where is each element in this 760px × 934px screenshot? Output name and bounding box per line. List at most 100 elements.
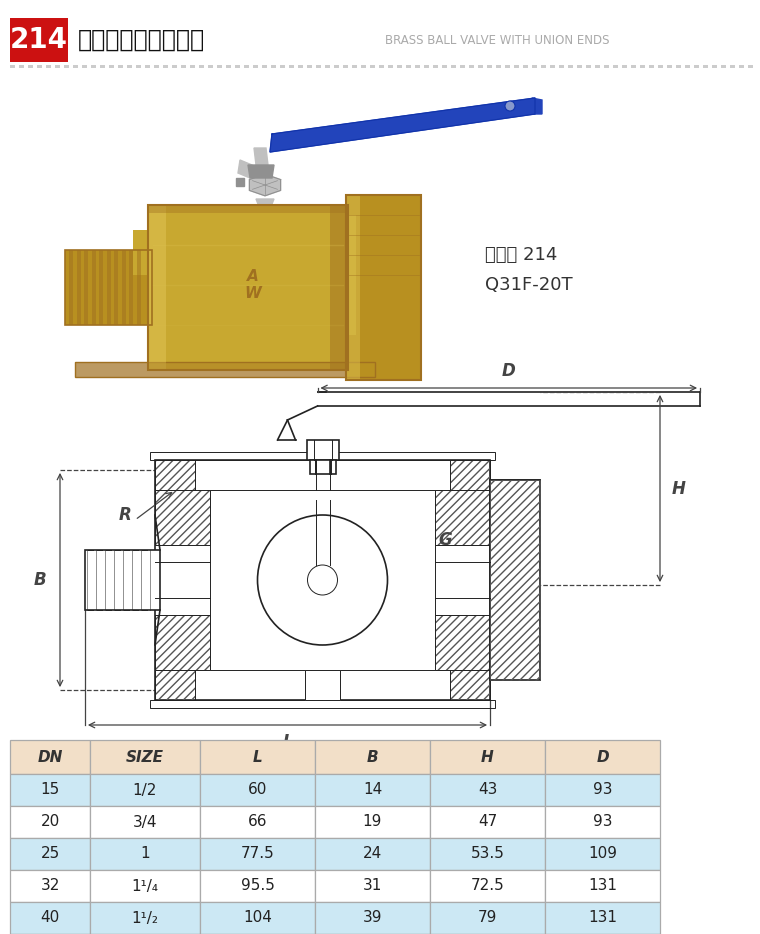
Text: A
W: A W bbox=[245, 269, 261, 301]
Bar bbox=[430, 870, 545, 902]
Bar bbox=[91, 250, 96, 325]
Circle shape bbox=[258, 515, 388, 645]
Bar bbox=[90, 870, 200, 902]
Bar bbox=[388, 64, 392, 68]
Bar bbox=[271, 64, 275, 68]
Bar bbox=[334, 64, 338, 68]
Bar bbox=[226, 64, 230, 68]
Text: 39: 39 bbox=[363, 911, 382, 926]
Bar bbox=[10, 902, 90, 934]
Bar bbox=[148, 205, 348, 370]
Bar bbox=[136, 64, 141, 68]
Bar bbox=[348, 215, 356, 335]
Bar bbox=[667, 64, 672, 68]
Bar bbox=[46, 64, 50, 68]
Bar bbox=[65, 250, 152, 325]
Polygon shape bbox=[256, 199, 274, 204]
Bar bbox=[424, 64, 429, 68]
Bar bbox=[435, 615, 490, 670]
Bar bbox=[127, 64, 131, 68]
Bar bbox=[155, 490, 210, 545]
Bar bbox=[155, 615, 210, 670]
Bar bbox=[490, 480, 540, 680]
Bar bbox=[748, 64, 752, 68]
Text: 66: 66 bbox=[248, 814, 268, 829]
Bar bbox=[298, 64, 302, 68]
Text: 95.5: 95.5 bbox=[241, 879, 274, 894]
Bar bbox=[155, 670, 195, 700]
Bar bbox=[586, 64, 591, 68]
Bar bbox=[190, 64, 195, 68]
Bar bbox=[649, 64, 654, 68]
Bar bbox=[469, 64, 473, 68]
Bar bbox=[122, 250, 125, 325]
Bar bbox=[595, 64, 600, 68]
Bar bbox=[676, 64, 680, 68]
Text: 104: 104 bbox=[243, 911, 272, 926]
Bar bbox=[430, 806, 545, 838]
Bar bbox=[154, 64, 159, 68]
Polygon shape bbox=[236, 178, 244, 186]
Bar bbox=[352, 64, 356, 68]
Bar bbox=[559, 64, 563, 68]
Bar bbox=[200, 902, 315, 934]
Bar bbox=[640, 64, 644, 68]
Bar bbox=[450, 460, 490, 490]
Bar bbox=[730, 64, 734, 68]
Bar bbox=[703, 64, 708, 68]
Text: SIZE: SIZE bbox=[126, 749, 164, 765]
Text: 131: 131 bbox=[588, 879, 617, 894]
Bar bbox=[406, 64, 410, 68]
Bar bbox=[10, 774, 90, 806]
Bar bbox=[435, 490, 490, 545]
Text: 109: 109 bbox=[588, 846, 617, 861]
Text: 79: 79 bbox=[478, 911, 497, 926]
Bar bbox=[739, 64, 743, 68]
Text: R: R bbox=[119, 506, 131, 524]
Text: 1: 1 bbox=[140, 846, 150, 861]
Bar bbox=[505, 64, 509, 68]
Bar bbox=[631, 64, 635, 68]
Circle shape bbox=[308, 565, 337, 595]
Bar bbox=[262, 64, 267, 68]
Text: 19: 19 bbox=[363, 814, 382, 829]
Bar bbox=[346, 195, 360, 380]
Bar bbox=[155, 460, 490, 700]
Bar bbox=[346, 195, 421, 380]
Bar bbox=[379, 64, 384, 68]
Bar bbox=[200, 870, 315, 902]
Bar bbox=[148, 362, 348, 370]
Bar bbox=[330, 205, 348, 370]
Bar bbox=[155, 460, 195, 490]
Bar bbox=[137, 250, 141, 325]
Bar bbox=[430, 902, 545, 934]
Bar bbox=[55, 64, 59, 68]
Bar bbox=[415, 64, 420, 68]
Text: D: D bbox=[502, 362, 515, 380]
Polygon shape bbox=[270, 98, 535, 152]
Bar bbox=[450, 670, 490, 700]
Bar bbox=[90, 806, 200, 838]
Bar bbox=[487, 64, 492, 68]
Bar bbox=[532, 64, 537, 68]
Bar bbox=[430, 774, 545, 806]
Text: DN: DN bbox=[37, 749, 62, 765]
Bar bbox=[604, 64, 609, 68]
Bar bbox=[622, 64, 626, 68]
Bar bbox=[721, 64, 726, 68]
Bar bbox=[545, 838, 660, 870]
Bar bbox=[109, 64, 113, 68]
Bar bbox=[150, 700, 495, 708]
Bar bbox=[307, 64, 312, 68]
Bar bbox=[514, 64, 518, 68]
Bar bbox=[64, 64, 68, 68]
Bar bbox=[450, 670, 490, 700]
Bar bbox=[84, 250, 88, 325]
Bar bbox=[90, 774, 200, 806]
Bar bbox=[430, 740, 545, 774]
Bar bbox=[490, 480, 540, 680]
Bar bbox=[435, 615, 490, 670]
Bar bbox=[545, 740, 660, 774]
Text: G: G bbox=[439, 531, 451, 549]
Text: 93: 93 bbox=[593, 783, 613, 798]
